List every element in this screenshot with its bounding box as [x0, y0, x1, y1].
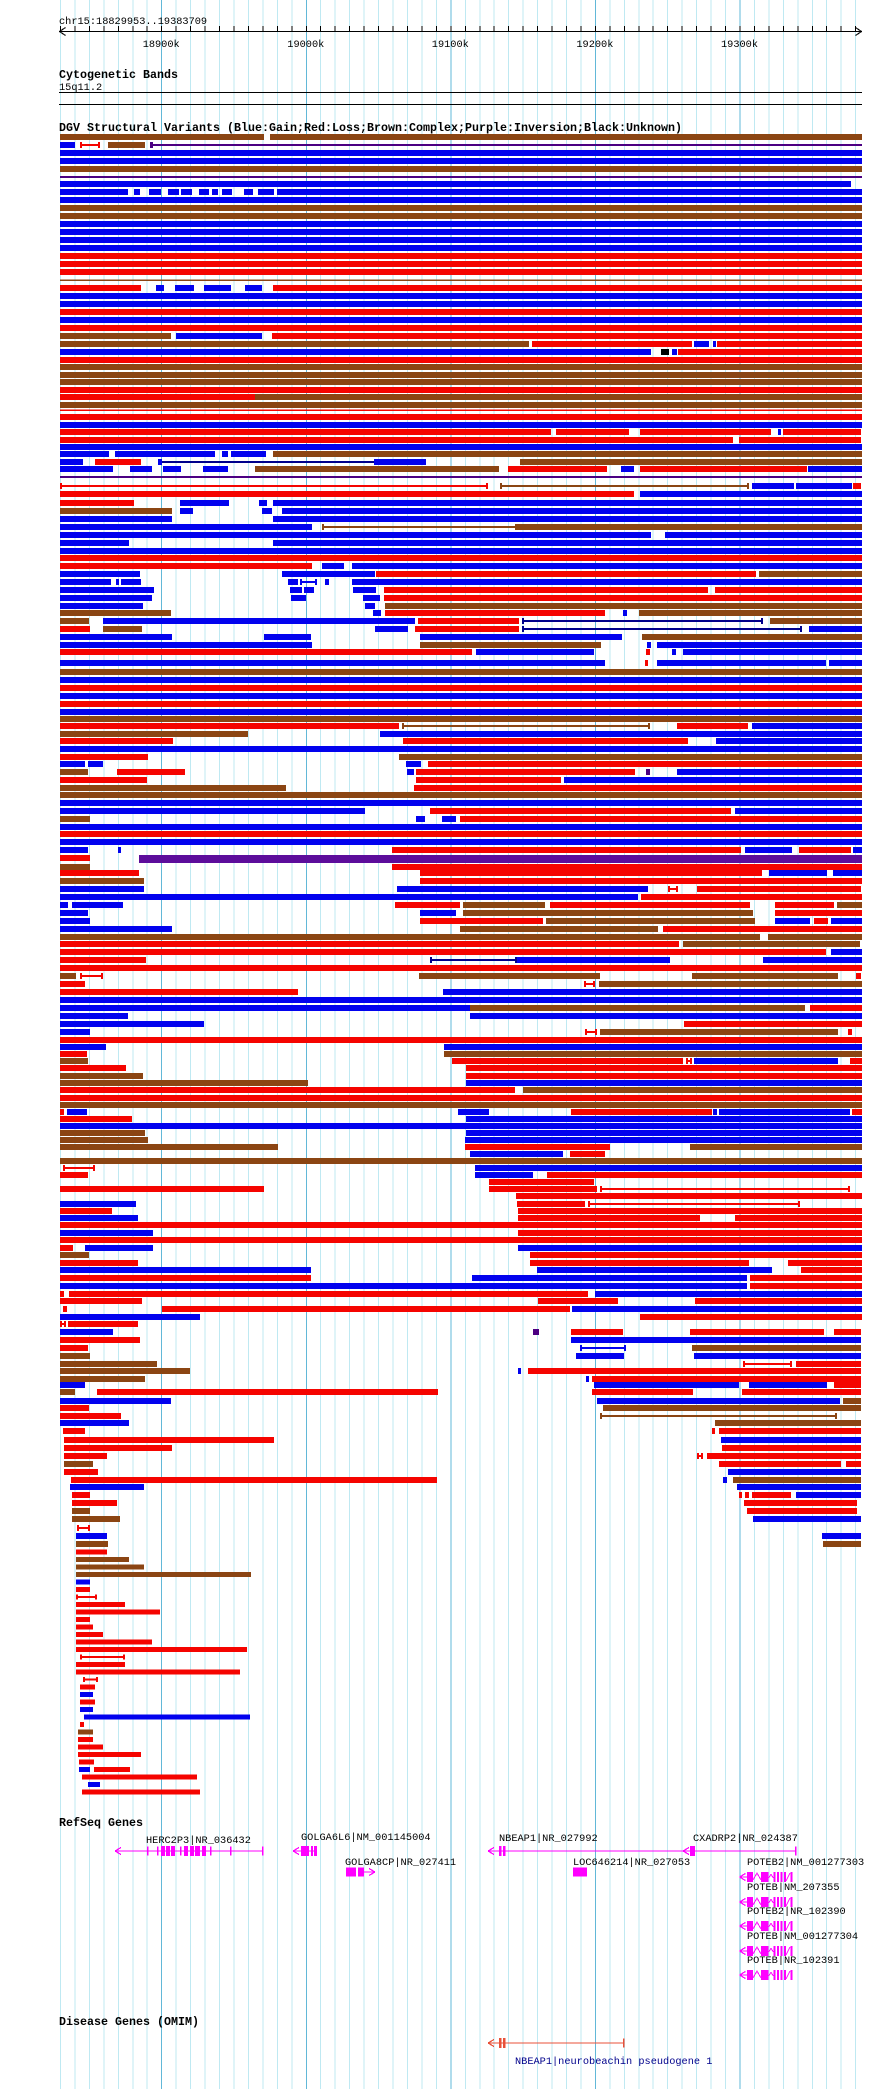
svg-text:GOLGA6L6|NM_001145004: GOLGA6L6|NM_001145004: [301, 1832, 431, 1844]
svg-text:RefSeq Genes: RefSeq Genes: [59, 1817, 143, 1830]
svg-text:Disease Genes (OMIM): Disease Genes (OMIM): [59, 2016, 199, 2029]
svg-text:NBEAP1|neurobeachin pseudogene: NBEAP1|neurobeachin pseudogene 1: [515, 2056, 712, 2068]
svg-text:18900k: 18900k: [143, 39, 180, 51]
svg-text:Cytogenetic Bands: Cytogenetic Bands: [59, 69, 178, 82]
svg-text:19100k: 19100k: [432, 39, 469, 51]
svg-text:CXADRP2|NR_024387: CXADRP2|NR_024387: [693, 1833, 798, 1845]
svg-text:HERC2P3|NR_036432: HERC2P3|NR_036432: [146, 1835, 251, 1847]
svg-text:POTEB|NR_102391: POTEB|NR_102391: [747, 1955, 840, 1967]
svg-text:POTEB|NM_001277304: POTEB|NM_001277304: [747, 1931, 858, 1943]
svg-text:LOC646214|NR_027053: LOC646214|NR_027053: [573, 1857, 690, 1869]
svg-text:NBEAP1|NR_027992: NBEAP1|NR_027992: [499, 1833, 598, 1845]
svg-text:19200k: 19200k: [576, 39, 613, 51]
svg-text:POTEB2|NR_102390: POTEB2|NR_102390: [747, 1906, 846, 1918]
svg-text:GOLGA8CP|NR_027411: GOLGA8CP|NR_027411: [345, 1857, 456, 1869]
svg-text:chr15:18829953..19383709: chr15:18829953..19383709: [59, 16, 207, 28]
svg-text:POTEB|NM_207355: POTEB|NM_207355: [747, 1882, 840, 1894]
svg-text:POTEB2|NM_001277303: POTEB2|NM_001277303: [747, 1857, 864, 1869]
svg-text:15q11.2: 15q11.2: [59, 82, 102, 94]
svg-text:19000k: 19000k: [287, 39, 324, 51]
svg-text:19300k: 19300k: [721, 39, 758, 51]
svg-text:DGV Structural Variants (Blue:: DGV Structural Variants (Blue:Gain;Red:L…: [59, 122, 682, 135]
